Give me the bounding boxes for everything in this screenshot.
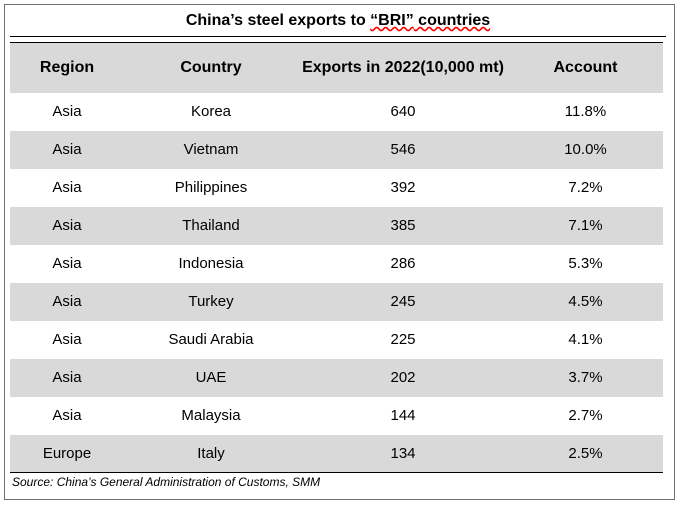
cell-region: Asia <box>52 255 82 272</box>
cell-account: 5.3% <box>568 255 603 272</box>
cell-exports: 385 <box>390 217 416 234</box>
header-exports: Exports in 2022(10,000 mt) <box>302 58 504 76</box>
cell-country: Indonesia <box>178 255 244 272</box>
table-row: Asia UAE 202 3.7% <box>10 358 663 397</box>
cell-country: Korea <box>190 103 232 120</box>
cell-country: Vietnam <box>183 141 239 158</box>
cell-country: Philippines <box>174 179 248 196</box>
cell-exports: 134 <box>390 444 416 462</box>
cell-region: Asia <box>52 369 82 386</box>
header-region: Region <box>39 58 95 76</box>
header-country: Country <box>180 58 242 76</box>
header-account: Account <box>553 58 618 76</box>
cell-country: Italy <box>197 444 225 462</box>
table-title: China’s steel exports to “BRI” countries <box>10 6 666 37</box>
table-row: Asia Turkey 245 4.5% <box>10 282 663 321</box>
table-row: Asia Saudi Arabia 225 4.1% <box>10 321 663 359</box>
cell-account: 2.7% <box>568 407 603 424</box>
cell-region: Asia <box>52 141 82 158</box>
cell-exports: 144 <box>390 407 416 424</box>
cell-region: Asia <box>52 179 82 196</box>
cell-exports: 225 <box>390 331 416 348</box>
cell-country: UAE <box>195 369 227 386</box>
cell-region: Asia <box>52 103 82 120</box>
cell-region: Asia <box>52 331 82 348</box>
cell-exports: 392 <box>390 179 416 196</box>
source-note: Source: China’s General Administration o… <box>12 475 321 489</box>
cell-account: 3.7% <box>568 369 603 386</box>
title-highlight: “BRI” <box>370 12 414 29</box>
title-suffix: countries <box>413 12 491 29</box>
table-row: Asia Indonesia 286 5.3% <box>10 245 663 283</box>
table-row: Europe Italy 134 2.5% <box>10 434 663 473</box>
cell-country: Saudi Arabia <box>168 331 254 348</box>
table-row: Asia Korea 640 11.8% <box>10 93 663 131</box>
cell-region: Asia <box>52 407 82 424</box>
cell-country: Malaysia <box>181 407 241 424</box>
cell-exports: 640 <box>390 103 416 120</box>
cell-exports: 286 <box>390 255 416 272</box>
cell-exports: 245 <box>390 293 416 310</box>
table-frame <box>4 4 675 500</box>
cell-exports: 546 <box>390 141 416 158</box>
exports-table: Region Country Exports in 2022(10,000 mt… <box>10 42 663 473</box>
cell-exports: 202 <box>390 369 416 386</box>
cell-account: 7.2% <box>568 179 603 196</box>
header-row: Region Country Exports in 2022(10,000 mt… <box>10 42 663 93</box>
cell-account: 2.5% <box>568 444 603 462</box>
cell-region: Europe <box>42 444 92 462</box>
cell-account: 11.8% <box>564 103 607 120</box>
cell-account: 10.0% <box>564 141 607 158</box>
title-prefix: China’s steel exports to <box>185 12 371 29</box>
table-row: Asia Philippines 392 7.2% <box>10 169 663 207</box>
cell-account: 4.5% <box>568 293 603 310</box>
cell-region: Asia <box>52 293 82 310</box>
cell-country: Turkey <box>188 293 234 310</box>
table-row: Asia Vietnam 546 10.0% <box>10 130 663 169</box>
cell-account: 4.1% <box>568 331 603 348</box>
table-row: Asia Malaysia 144 2.7% <box>10 397 663 435</box>
cell-region: Asia <box>52 217 82 234</box>
table-row: Asia Thailand 385 7.1% <box>10 206 663 245</box>
cell-account: 7.1% <box>568 217 603 234</box>
cell-country: Thailand <box>182 217 240 234</box>
